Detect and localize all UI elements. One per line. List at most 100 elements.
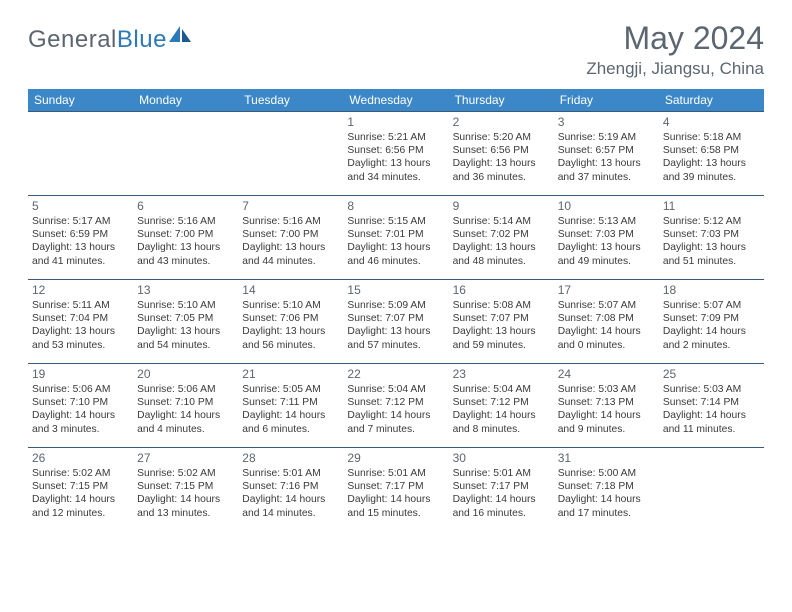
day-number: 15 bbox=[347, 283, 444, 297]
day-number: 5 bbox=[32, 199, 129, 213]
day-info: Sunrise: 5:01 AMSunset: 7:16 PMDaylight:… bbox=[242, 467, 339, 520]
day-info: Sunrise: 5:16 AMSunset: 7:00 PMDaylight:… bbox=[137, 215, 234, 268]
day-info: Sunrise: 5:21 AMSunset: 6:56 PMDaylight:… bbox=[347, 131, 444, 184]
day-cell: 8 Sunrise: 5:15 AMSunset: 7:01 PMDaylight… bbox=[343, 196, 448, 280]
day-number: 7 bbox=[242, 199, 339, 213]
calendar-page: GeneralBlue May 2024 Zhengji, Jiangsu, C… bbox=[0, 0, 792, 552]
day-info: Sunrise: 5:04 AMSunset: 7:12 PMDaylight:… bbox=[347, 383, 444, 436]
brand-part2: Blue bbox=[117, 26, 167, 54]
day-info: Sunrise: 5:00 AMSunset: 7:18 PMDaylight:… bbox=[558, 467, 655, 520]
day-info: Sunrise: 5:15 AMSunset: 7:01 PMDaylight:… bbox=[347, 215, 444, 268]
day-header: Saturday bbox=[659, 89, 764, 112]
brand-logo: GeneralBlue bbox=[28, 26, 193, 54]
day-cell: 10Sunrise: 5:13 AMSunset: 7:03 PMDayligh… bbox=[554, 196, 659, 280]
day-number: 8 bbox=[347, 199, 444, 213]
day-info: Sunrise: 5:18 AMSunset: 6:58 PMDaylight:… bbox=[663, 131, 760, 184]
day-cell: 22 Sunrise: 5:04 AMSunset: 7:12 PMDayligh… bbox=[343, 364, 448, 448]
day-cell: 7Sunrise: 5:16 AMSunset: 7:00 PMDaylight… bbox=[238, 196, 343, 280]
day-number: 4 bbox=[663, 115, 760, 129]
day-number: 21 bbox=[242, 367, 339, 381]
page-header: GeneralBlue May 2024 Zhengji, Jiangsu, C… bbox=[28, 20, 764, 79]
day-number: 22 bbox=[347, 367, 444, 381]
day-cell: 24Sunrise: 5:03 AMSunset: 7:13 PMDayligh… bbox=[554, 364, 659, 448]
day-number: 6 bbox=[137, 199, 234, 213]
day-info: Sunrise: 5:08 AMSunset: 7:07 PMDaylight:… bbox=[453, 299, 550, 352]
day-cell: 17 Sunrise: 5:07 AMSunset: 7:08 PMDayligh… bbox=[554, 280, 659, 364]
day-info: Sunrise: 5:03 AMSunset: 7:13 PMDaylight:… bbox=[558, 383, 655, 436]
day-cell: 27 Sunrise: 5:02 AMSunset: 7:15 PMDayligh… bbox=[133, 448, 238, 532]
day-info: Sunrise: 5:02 AMSunset: 7:15 PMDaylight:… bbox=[137, 467, 234, 520]
day-header: Friday bbox=[554, 89, 659, 112]
day-cell bbox=[133, 112, 238, 196]
day-cell: 15 Sunrise: 5:09 AMSunset: 7:07 PMDayligh… bbox=[343, 280, 448, 364]
day-info: Sunrise: 5:10 AMSunset: 7:05 PMDaylight:… bbox=[137, 299, 234, 352]
day-number: 18 bbox=[663, 283, 760, 297]
day-number: 10 bbox=[558, 199, 655, 213]
day-header-row: SundayMondayTuesdayWednesdayThursdayFrid… bbox=[28, 89, 764, 112]
day-info: Sunrise: 5:19 AMSunset: 6:57 PMDaylight:… bbox=[558, 131, 655, 184]
day-number: 3 bbox=[558, 115, 655, 129]
day-number: 30 bbox=[453, 451, 550, 465]
day-cell bbox=[659, 448, 764, 532]
day-cell: 25Sunrise: 5:03 AMSunset: 7:14 PMDayligh… bbox=[659, 364, 764, 448]
day-info: Sunrise: 5:09 AMSunset: 7:07 PMDaylight:… bbox=[347, 299, 444, 352]
day-number: 9 bbox=[453, 199, 550, 213]
day-cell: 30 Sunrise: 5:01 AMSunset: 7:17 PMDayligh… bbox=[449, 448, 554, 532]
day-cell: 11 Sunrise: 5:12 AMSunset: 7:03 PMDayligh… bbox=[659, 196, 764, 280]
day-number: 2 bbox=[453, 115, 550, 129]
day-number: 11 bbox=[663, 199, 760, 213]
day-cell: 2 Sunrise: 5:20 AMSunset: 6:56 PMDaylight… bbox=[449, 112, 554, 196]
day-number: 13 bbox=[137, 283, 234, 297]
calendar-table: SundayMondayTuesdayWednesdayThursdayFrid… bbox=[28, 89, 764, 532]
day-info: Sunrise: 5:04 AMSunset: 7:12 PMDaylight:… bbox=[453, 383, 550, 436]
month-title: May 2024 bbox=[586, 20, 764, 57]
day-info: Sunrise: 5:12 AMSunset: 7:03 PMDaylight:… bbox=[663, 215, 760, 268]
brand-part1: General bbox=[28, 26, 117, 54]
day-number: 31 bbox=[558, 451, 655, 465]
day-header: Monday bbox=[133, 89, 238, 112]
day-info: Sunrise: 5:05 AMSunset: 7:11 PMDaylight:… bbox=[242, 383, 339, 436]
day-cell: 6 Sunrise: 5:16 AMSunset: 7:00 PMDaylight… bbox=[133, 196, 238, 280]
day-info: Sunrise: 5:01 AMSunset: 7:17 PMDaylight:… bbox=[347, 467, 444, 520]
day-number: 27 bbox=[137, 451, 234, 465]
day-info: Sunrise: 5:07 AMSunset: 7:08 PMDaylight:… bbox=[558, 299, 655, 352]
week-row: 1 Sunrise: 5:21 AMSunset: 6:56 PMDaylight… bbox=[28, 112, 764, 196]
day-cell: 26Sunrise: 5:02 AMSunset: 7:15 PMDayligh… bbox=[28, 448, 133, 532]
day-cell: 13 Sunrise: 5:10 AMSunset: 7:05 PMDayligh… bbox=[133, 280, 238, 364]
day-info: Sunrise: 5:10 AMSunset: 7:06 PMDaylight:… bbox=[242, 299, 339, 352]
title-block: May 2024 Zhengji, Jiangsu, China bbox=[586, 20, 764, 79]
week-row: 26 Sunrise: 5:02 AMSunset: 7:15 PMDayligh… bbox=[28, 448, 764, 532]
week-row: 12 Sunrise: 5:11 AMSunset: 7:04 PMDayligh… bbox=[28, 280, 764, 364]
day-header: Wednesday bbox=[343, 89, 448, 112]
week-row: 5Sunrise: 5:17 AMSunset: 6:59 PMDaylight… bbox=[28, 196, 764, 280]
day-cell: 4 Sunrise: 5:18 AMSunset: 6:58 PMDaylight… bbox=[659, 112, 764, 196]
day-cell: 12 Sunrise: 5:11 AMSunset: 7:04 PMDayligh… bbox=[28, 280, 133, 364]
day-info: Sunrise: 5:01 AMSunset: 7:17 PMDaylight:… bbox=[453, 467, 550, 520]
day-cell: 21 Sunrise: 5:05 AMSunset: 7:11 PMDayligh… bbox=[238, 364, 343, 448]
day-header: Thursday bbox=[449, 89, 554, 112]
day-cell bbox=[28, 112, 133, 196]
day-cell: 29Sunrise: 5:01 AMSunset: 7:17 PMDayligh… bbox=[343, 448, 448, 532]
day-cell: 23Sunrise: 5:04 AMSunset: 7:12 PMDayligh… bbox=[449, 364, 554, 448]
day-info: Sunrise: 5:07 AMSunset: 7:09 PMDaylight:… bbox=[663, 299, 760, 352]
day-number: 16 bbox=[453, 283, 550, 297]
day-cell: 14Sunrise: 5:10 AMSunset: 7:06 PMDayligh… bbox=[238, 280, 343, 364]
day-cell: 19Sunrise: 5:06 AMSunset: 7:10 PMDayligh… bbox=[28, 364, 133, 448]
day-info: Sunrise: 5:06 AMSunset: 7:10 PMDaylight:… bbox=[32, 383, 129, 436]
day-cell: 20Sunrise: 5:06 AMSunset: 7:10 PMDayligh… bbox=[133, 364, 238, 448]
day-cell: 5Sunrise: 5:17 AMSunset: 6:59 PMDaylight… bbox=[28, 196, 133, 280]
day-cell: 3 Sunrise: 5:19 AMSunset: 6:57 PMDaylight… bbox=[554, 112, 659, 196]
day-info: Sunrise: 5:11 AMSunset: 7:04 PMDaylight:… bbox=[32, 299, 129, 352]
day-number: 1 bbox=[347, 115, 444, 129]
day-info: Sunrise: 5:14 AMSunset: 7:02 PMDaylight:… bbox=[453, 215, 550, 268]
day-number: 26 bbox=[32, 451, 129, 465]
day-cell: 18 Sunrise: 5:07 AMSunset: 7:09 PMDayligh… bbox=[659, 280, 764, 364]
week-row: 19Sunrise: 5:06 AMSunset: 7:10 PMDayligh… bbox=[28, 364, 764, 448]
day-cell: 1 Sunrise: 5:21 AMSunset: 6:56 PMDaylight… bbox=[343, 112, 448, 196]
brand-sail-icon bbox=[169, 24, 193, 49]
day-number: 28 bbox=[242, 451, 339, 465]
day-number: 12 bbox=[32, 283, 129, 297]
location-text: Zhengji, Jiangsu, China bbox=[586, 59, 764, 79]
day-info: Sunrise: 5:20 AMSunset: 6:56 PMDaylight:… bbox=[453, 131, 550, 184]
day-number: 17 bbox=[558, 283, 655, 297]
